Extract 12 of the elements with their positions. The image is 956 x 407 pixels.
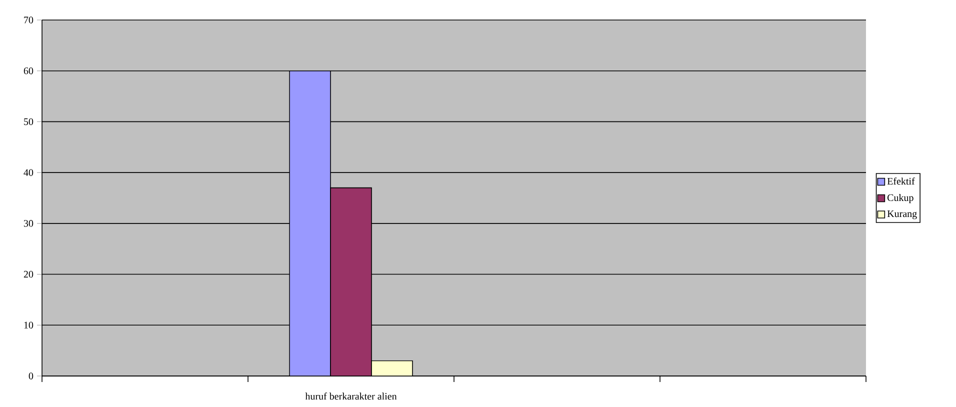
legend-label: Efektif xyxy=(887,177,915,185)
y-tick-label: 50 xyxy=(24,118,34,126)
legend-label: Cukup xyxy=(887,194,914,204)
y-tick-label: 30 xyxy=(24,220,34,227)
y-tick-label: 60 xyxy=(24,67,34,74)
x-tick-label: huruf berkarakter alien xyxy=(305,392,397,400)
y-tick-label: 40 xyxy=(24,169,34,176)
y-tick-label: 20 xyxy=(24,270,34,278)
y-tick-label: 0 xyxy=(28,372,34,380)
legend-label: Kurang xyxy=(887,210,917,220)
y-tick-label: 70 xyxy=(24,16,34,24)
y-tick-label: 10 xyxy=(24,322,34,329)
